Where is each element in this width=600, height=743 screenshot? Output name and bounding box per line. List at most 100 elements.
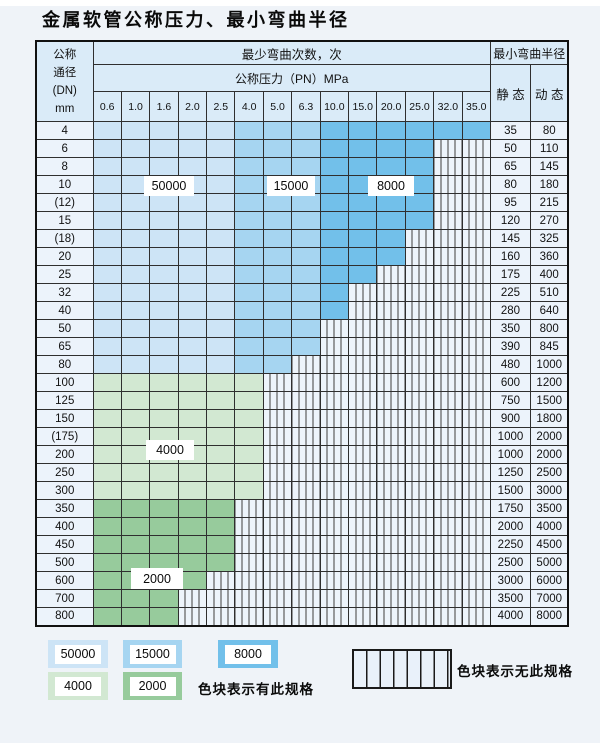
spec-cell [92, 247, 122, 266]
no-spec-cell [461, 517, 491, 536]
page-top-strip [0, 0, 600, 6]
region-label-15000: 15000 [267, 176, 315, 196]
spec-cell [149, 391, 179, 410]
spec-cell [262, 265, 293, 284]
spec-cell [177, 157, 208, 176]
no-spec-cell [433, 553, 463, 572]
no-spec-cell [291, 571, 321, 590]
no-spec-cell [234, 535, 264, 554]
no-spec-cell [404, 517, 435, 536]
pressure-tick: 20.0 [376, 91, 406, 122]
no-spec-cell [376, 427, 406, 446]
spec-cell [206, 481, 236, 500]
spec-cell [234, 463, 264, 482]
no-spec-cell [291, 409, 321, 428]
spec-cell [120, 265, 151, 284]
table-row: 800 4000 8000 [35, 607, 569, 626]
spec-cell [149, 283, 179, 302]
legend-swatch-4000: 4000 [48, 672, 108, 700]
spec-cell [234, 211, 264, 230]
spec-cell [206, 391, 236, 410]
spec-cell [291, 121, 321, 140]
spec-cell [319, 139, 350, 158]
no-spec-cell [291, 499, 321, 518]
no-spec-cell [234, 517, 264, 536]
no-spec-cell [433, 607, 463, 626]
no-spec-cell [291, 373, 321, 392]
spec-cell [206, 445, 236, 464]
dn-cell: 250 [35, 463, 94, 482]
no-spec-cell [461, 301, 491, 320]
spec-cell [319, 193, 350, 212]
spec-cell [234, 319, 264, 338]
spec-cell [206, 463, 236, 482]
no-spec-cell [433, 355, 463, 374]
no-spec-cell [461, 355, 491, 374]
no-spec-cell [404, 481, 435, 500]
spec-cell [319, 247, 350, 266]
spec-cell [177, 463, 208, 482]
no-spec-cell [433, 337, 463, 356]
no-spec-cell [319, 373, 350, 392]
legend-no-spec-swatch [352, 649, 452, 689]
pressure-tick: 32.0 [433, 91, 463, 122]
spec-cell [177, 337, 208, 356]
no-spec-cell [433, 193, 463, 212]
no-spec-cell [433, 391, 463, 410]
table-row: 25 175 400 [35, 265, 569, 284]
no-spec-cell [262, 373, 293, 392]
no-spec-cell [348, 337, 378, 356]
no-spec-cell [376, 589, 406, 608]
region-label-2000: 2000 [131, 568, 183, 589]
spec-cell [234, 139, 264, 158]
spec-cell [120, 499, 151, 518]
spec-cell [92, 139, 122, 158]
spec-cell [291, 247, 321, 266]
spec-cell [177, 265, 208, 284]
static-cell: 3500 [489, 589, 531, 608]
nominal-pressure-header: 公称压力（PN）MPa [92, 64, 491, 92]
no-spec-cell [348, 589, 378, 608]
no-spec-cell [262, 427, 293, 446]
spec-cell [234, 247, 264, 266]
no-spec-cell [376, 301, 406, 320]
spec-cell [177, 499, 208, 518]
table-row: 500 2500 5000 [35, 553, 569, 572]
no-spec-cell [319, 607, 350, 626]
spec-cell [206, 283, 236, 302]
no-spec-cell [262, 499, 293, 518]
spec-cell [120, 463, 151, 482]
static-cell: 600 [489, 373, 531, 392]
no-spec-cell [291, 517, 321, 536]
no-spec-cell [348, 283, 378, 302]
table-row: 600 3000 6000 [35, 571, 569, 590]
spec-cell [149, 265, 179, 284]
dn-cell: 150 [35, 409, 94, 428]
spec-cell [120, 211, 151, 230]
spec-cell [92, 391, 122, 410]
spec-cell [92, 571, 122, 590]
no-spec-cell [461, 283, 491, 302]
spec-cell [291, 193, 321, 212]
spec-cell [120, 193, 151, 212]
no-spec-cell [348, 463, 378, 482]
no-spec-cell [262, 409, 293, 428]
pressure-tick: 1.0 [120, 91, 151, 122]
spec-cell [234, 265, 264, 284]
no-spec-cell [404, 427, 435, 446]
no-spec-cell [348, 535, 378, 554]
spec-cell [120, 445, 151, 464]
no-spec-cell [348, 517, 378, 536]
no-spec-cell [433, 283, 463, 302]
dn-header-line1: 公称 [53, 48, 77, 61]
static-cell: 2500 [489, 553, 531, 572]
spec-cell [206, 157, 236, 176]
spec-cell [177, 121, 208, 140]
no-spec-cell [433, 139, 463, 158]
no-spec-cell [404, 535, 435, 554]
static-cell: 175 [489, 265, 531, 284]
spec-cell [177, 229, 208, 248]
pressure-tick: 25.0 [404, 91, 435, 122]
dn-cell: 4 [35, 121, 94, 140]
spec-cell [404, 139, 435, 158]
